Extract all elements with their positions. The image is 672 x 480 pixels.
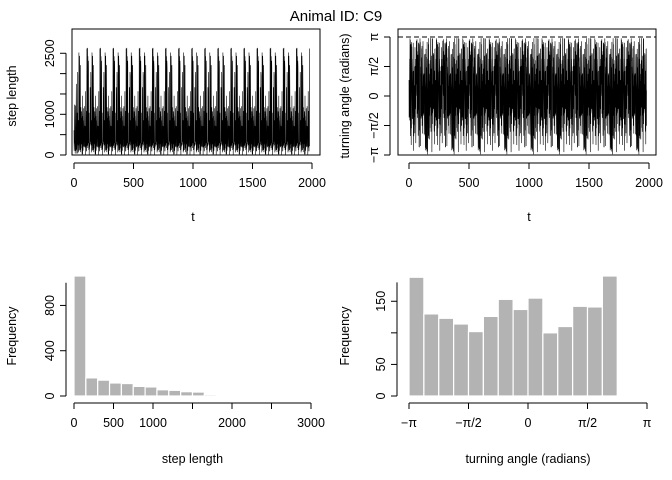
y-tick-label: π <box>367 32 381 41</box>
x-tick-label: 1000 <box>179 176 207 190</box>
x-tick-label: 1000 <box>515 176 543 190</box>
x-tick-label: 500 <box>459 176 480 190</box>
histogram-bar <box>423 313 440 397</box>
y-axis-label: turning angle (radians) <box>338 33 352 158</box>
step-length-series-line <box>73 47 310 155</box>
histogram-bar <box>215 394 229 397</box>
histogram-bar <box>601 275 618 397</box>
x-tick-label: π <box>643 416 652 430</box>
y-tick-label: 1000 <box>43 100 57 128</box>
x-tick-label: 2000 <box>218 416 246 430</box>
x-tick-label: 0 <box>71 176 78 190</box>
x-tick-label: 1000 <box>139 416 167 430</box>
x-tick-label: 1500 <box>575 176 603 190</box>
y-axis-label: Frequency <box>5 306 19 366</box>
figure-title: Animal ID: C9 <box>290 8 383 25</box>
y-tick-label: 0 <box>43 392 57 399</box>
x-tick-label: 0 <box>525 416 532 430</box>
y-tick-label: −π/2 <box>367 112 381 138</box>
x-axis-label: t <box>527 210 531 224</box>
histogram-bar <box>180 391 194 397</box>
histogram-bar <box>168 389 182 397</box>
histogram-bar <box>512 308 529 397</box>
histogram-bar <box>467 330 484 397</box>
y-tick-label: −π <box>367 147 381 163</box>
histogram-bar <box>542 332 559 397</box>
x-tick-label: 0 <box>71 416 78 430</box>
histogram-bar <box>482 315 499 397</box>
histogram-bar <box>408 276 425 397</box>
histogram-bar <box>203 394 217 397</box>
y-tick-label: 0 <box>43 151 57 158</box>
x-tick-label: 500 <box>103 416 124 430</box>
histogram-bar <box>108 382 123 397</box>
histogram-bar <box>97 379 111 397</box>
histogram-bar <box>527 297 544 397</box>
step-length-time-series: 0 500 1000 1500 2000 t 0 1000 2500 step length <box>5 28 326 224</box>
plot-box <box>71 28 321 156</box>
x-tick-label: π/2 <box>578 416 597 430</box>
y-tick-label: 150 <box>374 291 388 312</box>
histogram-bar <box>453 323 470 397</box>
histogram-bar <box>191 391 205 397</box>
turning-angle-time-series: 0 500 1000 1500 2000 t −π −π/2 0 π/2 π turning angl… <box>338 28 663 224</box>
y-tick-label: 0 <box>367 92 381 99</box>
x-tick-label: −π <box>401 416 417 430</box>
x-tick-label: 3000 <box>297 416 325 430</box>
x-tick-label: −π/2 <box>455 416 481 430</box>
x-axis-label: step length <box>162 452 223 466</box>
y-tick-label: 50 <box>374 357 388 371</box>
histogram-bar <box>572 305 589 397</box>
histogram-bar <box>586 306 603 397</box>
x-tick-label: 0 <box>406 176 413 190</box>
y-tick-label: 800 <box>43 295 57 316</box>
turning-angle-histogram: −π −π/2 0 π/2 π turning angle (radians) 0 50 150… <box>338 275 652 466</box>
histogram-bar <box>120 382 134 397</box>
histogram-bar <box>85 377 99 397</box>
y-axis-label: step length <box>5 65 19 126</box>
x-tick-label: 1500 <box>239 176 267 190</box>
histogram-bar <box>73 275 87 397</box>
x-axis-label: turning angle (radians) <box>465 452 590 466</box>
x-tick-label: 500 <box>123 176 144 190</box>
x-tick-label: 2000 <box>635 176 663 190</box>
x-tick-label: 2000 <box>298 176 326 190</box>
step-length-histogram: 0 500 1000 2000 3000 step length 0 400 800 Freque… <box>5 275 325 466</box>
y-tick-label: 400 <box>43 340 57 361</box>
x-axis-label: t <box>191 210 195 224</box>
y-tick-label: 2500 <box>43 39 57 67</box>
y-axis-label: Frequency <box>338 306 352 366</box>
turning-angle-series-line <box>408 38 647 155</box>
histogram-bar <box>497 298 514 397</box>
y-tick-label: 0 <box>374 392 388 399</box>
histogram-bar <box>144 386 158 397</box>
histogram-bar <box>156 389 170 397</box>
y-tick-label: π/2 <box>367 57 381 76</box>
histogram-bar <box>438 317 455 397</box>
histogram-bar <box>132 385 146 397</box>
histogram-bar <box>557 325 574 397</box>
